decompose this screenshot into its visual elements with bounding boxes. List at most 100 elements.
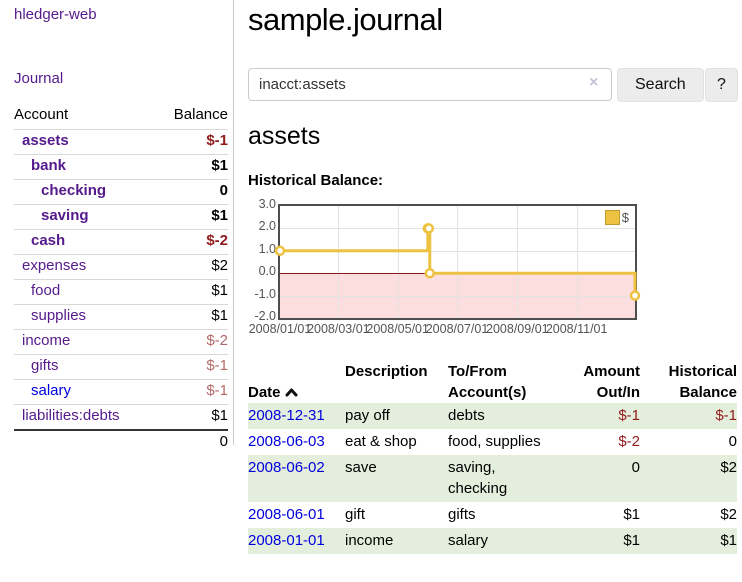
account-balance: $-1 [206, 132, 228, 149]
transaction-description: gift [345, 506, 366, 523]
account-column-header: Account [14, 106, 69, 123]
data-point-marker [424, 267, 436, 279]
transaction-amount: $1 [623, 506, 640, 523]
transaction-balance: $-1 [715, 407, 737, 424]
table-row: 2008-06-03 eat & shop food, supplies $-2 0 [248, 429, 737, 455]
transaction-accounts: saving, checking [448, 459, 508, 497]
transaction-balance: $1 [720, 532, 737, 549]
transaction-description: save [345, 459, 377, 476]
historical-balance-label: Historical Balance: [248, 172, 384, 189]
grid-line [517, 206, 519, 318]
transaction-accounts: food, supplies [448, 433, 541, 450]
data-point-marker [423, 223, 435, 234]
account-row: salary $-1 [14, 379, 228, 404]
account-row: liabilities:debts $1 [14, 404, 228, 429]
register-rows: 2008-12-31 pay off debts $-1 $-1 2008-06-03 ea… [248, 403, 737, 554]
app-brand-link[interactable]: hledger-web [14, 6, 97, 23]
transaction-accounts: gifts [448, 506, 476, 523]
account-row: checking 0 [14, 179, 228, 204]
transaction-amount: $1 [623, 532, 640, 549]
clear-search-icon[interactable]: × [589, 74, 599, 91]
y-axis-tick-label: 1.0 [258, 241, 276, 256]
account-link-checking[interactable]: checking [41, 182, 107, 199]
search-button[interactable]: Search [617, 68, 704, 102]
account-balance: $-2 [206, 232, 228, 249]
account-link-supplies[interactable]: supplies [31, 307, 87, 324]
account-row: assets $-1 [14, 129, 228, 154]
grid-line [338, 206, 340, 318]
grid-line [280, 295, 635, 297]
account-link-bank[interactable]: bank [31, 157, 67, 174]
chevron-up-icon [285, 382, 298, 403]
accounts-column-header: To/From Account(s) [448, 363, 527, 401]
chart-plot-area: $ [274, 204, 641, 320]
account-link-income[interactable]: income [22, 332, 71, 349]
account-balance: $1 [211, 207, 228, 224]
x-axis-tick-label: 2008/11/01 [545, 322, 608, 336]
account-link-gifts[interactable]: gifts [31, 357, 59, 374]
balance-column-header: Historical Balance [668, 363, 737, 401]
sidebar-item-journal[interactable]: Journal [14, 70, 64, 87]
account-row: income $-2 [14, 329, 228, 354]
transaction-amount: $-2 [618, 433, 640, 450]
legend-swatch [604, 210, 620, 225]
table-row: 2008-06-01 gift gifts $1 $2 [248, 502, 737, 528]
y-axis-tick-label: -2.0 [254, 309, 276, 323]
chart-legend: $ [602, 209, 631, 226]
account-row: gifts $-1 [14, 354, 228, 379]
grid-line [280, 228, 635, 230]
transaction-date-link[interactable]: 2008-06-02 [248, 459, 325, 476]
transaction-date-link[interactable]: 2008-01-01 [248, 532, 325, 549]
account-link-liabilities-debts[interactable]: liabilities:debts [22, 407, 120, 424]
account-link-expenses[interactable]: expenses [22, 257, 87, 274]
table-row: 2008-12-31 pay off debts $-1 $-1 [248, 403, 737, 429]
total-balance: 0 [219, 433, 228, 450]
account-row: supplies $1 [14, 304, 228, 329]
amount-column-header: Amount Out/In [583, 363, 640, 401]
account-link-cash[interactable]: cash [31, 232, 66, 249]
register-header-row: Date Description To/From Account(s) Amou… [248, 361, 737, 403]
account-balance: $1 [211, 407, 228, 424]
chart-series [274, 223, 641, 301]
transaction-balance: 0 [728, 433, 737, 450]
data-point-marker [274, 245, 286, 257]
table-row: 2008-01-01 income salary $1 $1 [248, 528, 737, 554]
x-axis-tick-label: 2008/07/01 [425, 322, 489, 336]
grid-line [457, 206, 458, 318]
account-row: saving $1 [14, 204, 228, 229]
transaction-amount: 0 [631, 459, 640, 476]
transaction-description: income [345, 532, 394, 549]
page-title: sample.journal [248, 2, 443, 37]
historical-balance-chart: 3.0 2.0 1.0 0.0 -1.0 -2.0 $ 2008/01/01 2008/03… [248, 197, 740, 340]
account-link-saving[interactable]: saving [41, 207, 89, 224]
transaction-description: pay off [345, 407, 390, 424]
x-axis-tick-label: 2008/03/01 [307, 322, 370, 336]
account-row: food $1 [14, 279, 228, 304]
account-link-food[interactable]: food [31, 282, 61, 299]
account-balance: $2 [211, 257, 228, 274]
grid-line [576, 206, 578, 318]
transaction-amount: $-1 [618, 407, 640, 424]
transaction-accounts: debts [448, 407, 485, 424]
y-axis-tick-label: 2.0 [258, 219, 276, 234]
balance-column-header: Balance [173, 106, 228, 123]
transaction-date-link[interactable]: 2008-12-31 [248, 407, 325, 424]
y-axis-tick-label: 0.0 [258, 264, 276, 279]
x-axis-tick-label: 2008/05/01 [366, 322, 429, 336]
transaction-date-link[interactable]: 2008-06-03 [248, 433, 325, 450]
date-column-header[interactable]: Date [248, 361, 345, 403]
accounts-rows: assets $-1 bank $1 checking 0 saving $1 cash $-2 e… [14, 129, 228, 429]
help-button[interactable]: ? [705, 68, 738, 102]
sidebar: hledger-web Journal Account Balance asse… [0, 0, 233, 460]
main-content: sample.journal × Search ? assets Histori… [248, 0, 740, 582]
transaction-balance: $2 [720, 506, 737, 523]
x-axis-tick-label: 2008/01/01 [248, 322, 312, 336]
accounts-table-header: Account Balance [14, 103, 228, 129]
transaction-date-link[interactable]: 2008-06-01 [248, 506, 325, 523]
search-input[interactable] [248, 68, 612, 101]
account-link-salary[interactable]: salary [31, 382, 72, 399]
x-axis-tick-label: 2008/09/01 [486, 322, 549, 336]
account-balance: $1 [211, 282, 228, 299]
account-link-assets[interactable]: assets [22, 132, 69, 149]
